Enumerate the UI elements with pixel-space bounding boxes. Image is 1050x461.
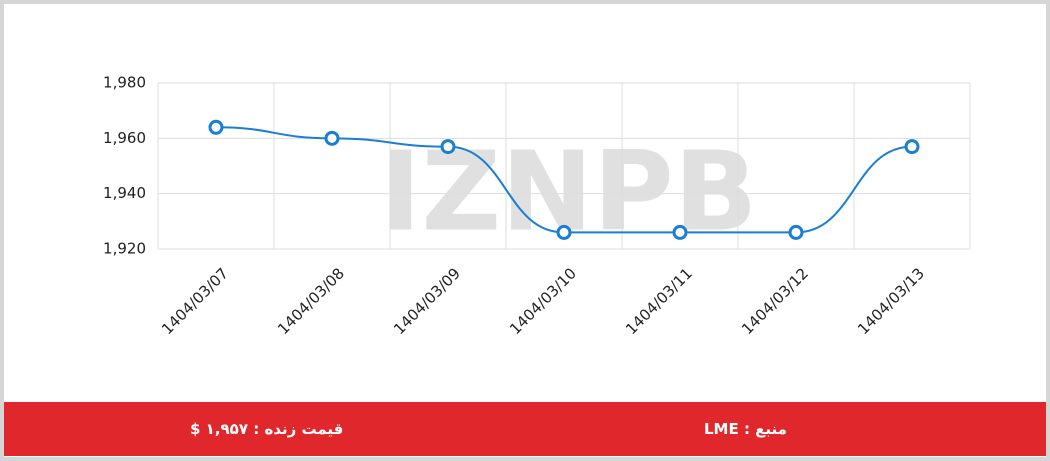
point (208, 119, 224, 135)
point (440, 139, 456, 155)
point (672, 224, 688, 240)
y-tick-label: 1,980 (103, 74, 146, 92)
x-tick-label: 1404/03/13 (854, 264, 928, 338)
live-price: قیمت زنده : ۱,۹۵۷ $ (190, 420, 344, 438)
footer: منبع : LME قیمت زنده : ۱,۹۵۷ $ (4, 402, 1046, 456)
x-tick-label: 1404/03/12 (738, 264, 812, 338)
y-tick-label: 1,940 (103, 184, 146, 202)
x-tick-label: 1404/03/09 (390, 264, 464, 338)
point (904, 139, 920, 155)
source: منبع : LME (704, 420, 787, 438)
y-tick-label: 1,960 (103, 129, 146, 147)
y-tick-label: 1,920 (103, 240, 146, 258)
x-tick-label: 1404/03/11 (622, 264, 696, 338)
point (556, 224, 572, 240)
x-tick-label: 1404/03/07 (158, 264, 232, 338)
x-tick-label: 1404/03/10 (506, 264, 580, 338)
x-tick-label: 1404/03/08 (274, 264, 348, 338)
point (788, 224, 804, 240)
point (324, 130, 340, 146)
